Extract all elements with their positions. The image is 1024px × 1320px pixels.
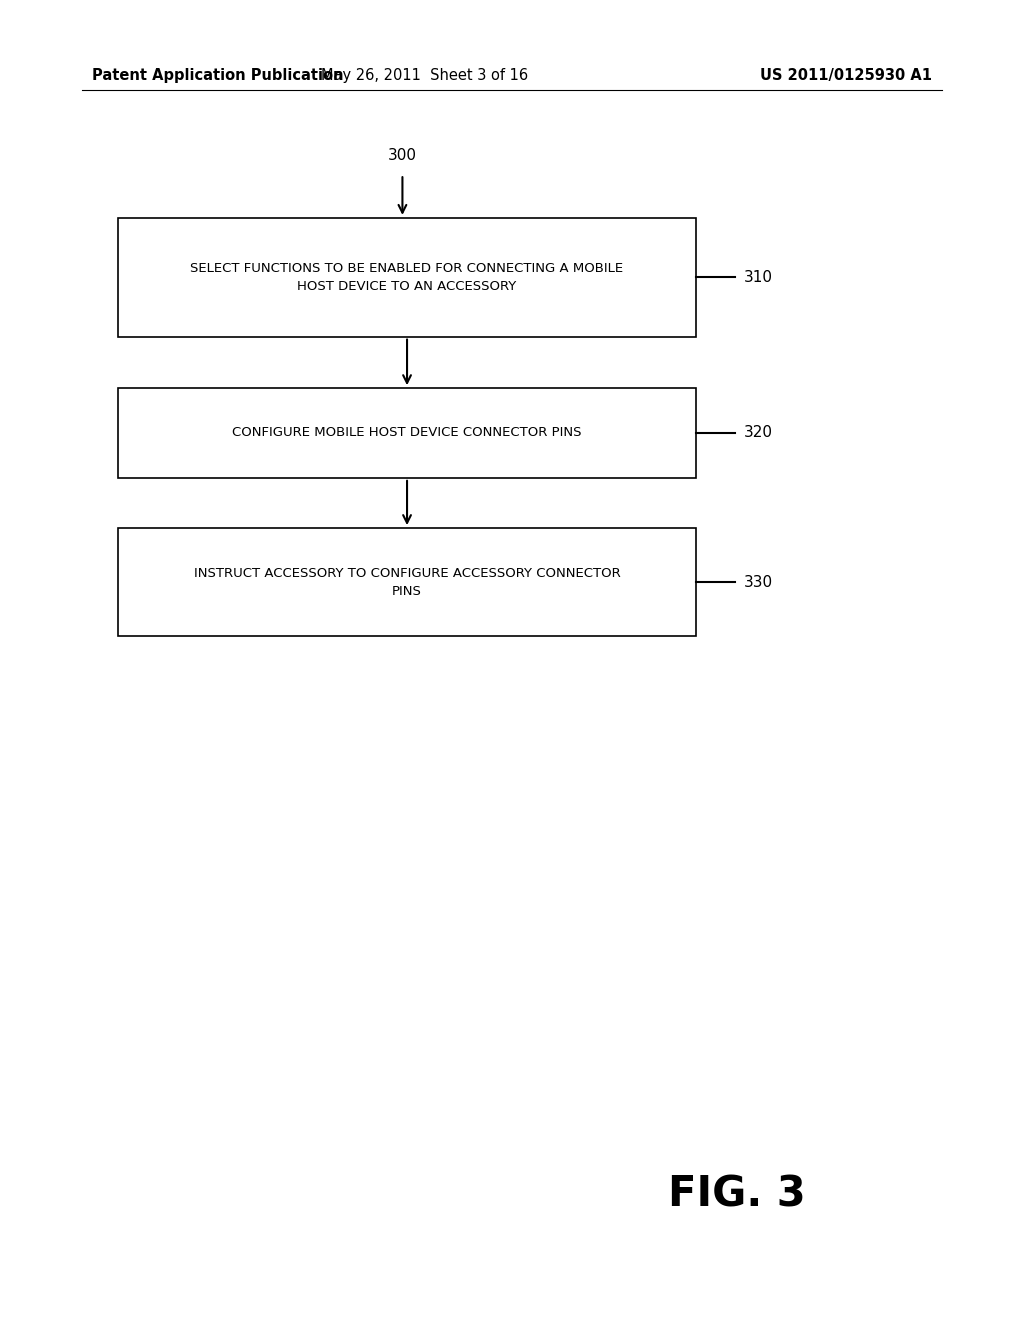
- Text: 300: 300: [388, 148, 417, 164]
- Text: FIG. 3: FIG. 3: [669, 1173, 806, 1216]
- FancyBboxPatch shape: [118, 528, 696, 636]
- Text: SELECT FUNCTIONS TO BE ENABLED FOR CONNECTING A MOBILE
HOST DEVICE TO AN ACCESSO: SELECT FUNCTIONS TO BE ENABLED FOR CONNE…: [190, 261, 624, 293]
- FancyBboxPatch shape: [118, 218, 696, 337]
- Text: US 2011/0125930 A1: US 2011/0125930 A1: [760, 67, 932, 83]
- FancyBboxPatch shape: [118, 388, 696, 478]
- Text: CONFIGURE MOBILE HOST DEVICE CONNECTOR PINS: CONFIGURE MOBILE HOST DEVICE CONNECTOR P…: [232, 426, 582, 440]
- Text: 330: 330: [743, 574, 772, 590]
- Text: 310: 310: [743, 269, 772, 285]
- Text: INSTRUCT ACCESSORY TO CONFIGURE ACCESSORY CONNECTOR
PINS: INSTRUCT ACCESSORY TO CONFIGURE ACCESSOR…: [194, 566, 621, 598]
- Text: Patent Application Publication: Patent Application Publication: [92, 67, 344, 83]
- Text: May 26, 2011  Sheet 3 of 16: May 26, 2011 Sheet 3 of 16: [322, 67, 528, 83]
- Text: 320: 320: [743, 425, 772, 441]
